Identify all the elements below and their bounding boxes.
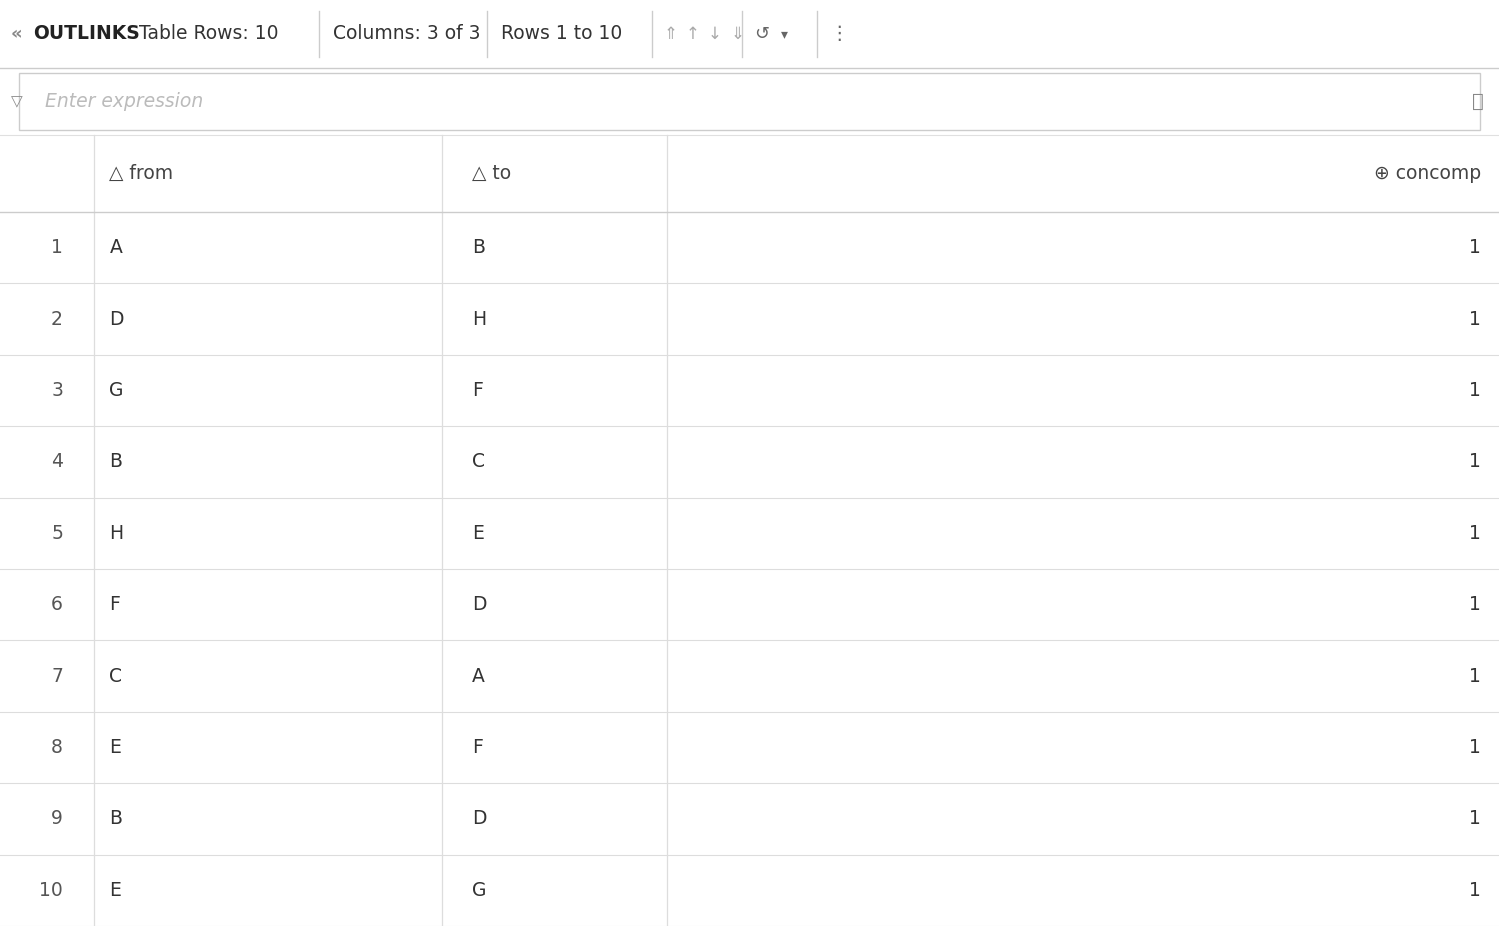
Text: ▾: ▾ — [781, 27, 787, 41]
Text: 9: 9 — [51, 809, 63, 829]
Text: OUTLINKS: OUTLINKS — [33, 24, 139, 44]
Text: H: H — [472, 309, 486, 329]
Text: 3: 3 — [51, 381, 63, 400]
Text: C: C — [109, 667, 123, 685]
Text: 1: 1 — [1469, 809, 1481, 829]
Text: 1: 1 — [51, 238, 63, 257]
Text: 1: 1 — [1469, 595, 1481, 614]
Text: 8: 8 — [51, 738, 63, 757]
Text: E: E — [109, 881, 121, 900]
Text: 5: 5 — [51, 524, 63, 543]
Text: B: B — [109, 453, 123, 471]
Text: Columns: 3 of 3: Columns: 3 of 3 — [333, 24, 480, 44]
Text: E: E — [109, 738, 121, 757]
Text: 1: 1 — [1469, 309, 1481, 329]
Text: △ to: △ to — [472, 164, 511, 183]
Text: 2: 2 — [51, 309, 63, 329]
Text: 6: 6 — [51, 595, 63, 614]
Text: △ from: △ from — [109, 164, 174, 183]
Text: ⇑: ⇑ — [663, 25, 678, 43]
Text: Table Rows: 10: Table Rows: 10 — [139, 24, 279, 44]
Text: B: B — [472, 238, 486, 257]
Text: ⊕ concomp: ⊕ concomp — [1375, 164, 1481, 183]
Text: Enter expression: Enter expression — [45, 92, 204, 111]
Text: D: D — [109, 309, 124, 329]
Text: F: F — [472, 738, 483, 757]
FancyBboxPatch shape — [19, 73, 1480, 130]
Text: 1: 1 — [1469, 453, 1481, 471]
Text: 1: 1 — [1469, 738, 1481, 757]
Text: ⌕: ⌕ — [1472, 92, 1484, 111]
Text: ↑: ↑ — [685, 25, 700, 43]
Text: B: B — [109, 809, 123, 829]
Text: ⋮: ⋮ — [829, 24, 850, 44]
Bar — [0, 0, 1499, 68]
Text: 1: 1 — [1469, 238, 1481, 257]
Text: «: « — [10, 25, 22, 43]
Text: 1: 1 — [1469, 381, 1481, 400]
Text: 4: 4 — [51, 453, 63, 471]
Text: 7: 7 — [51, 667, 63, 685]
Text: F: F — [472, 381, 483, 400]
Text: 1: 1 — [1469, 881, 1481, 900]
Text: C: C — [472, 453, 486, 471]
Text: ⇓: ⇓ — [730, 25, 745, 43]
Text: E: E — [472, 524, 484, 543]
Text: 10: 10 — [39, 881, 63, 900]
Text: 1: 1 — [1469, 524, 1481, 543]
Text: ↺: ↺ — [754, 25, 769, 43]
Text: Rows 1 to 10: Rows 1 to 10 — [501, 24, 622, 44]
Text: D: D — [472, 595, 487, 614]
Text: F: F — [109, 595, 120, 614]
Text: ▽: ▽ — [10, 94, 22, 109]
Text: A: A — [472, 667, 486, 685]
Text: G: G — [109, 381, 124, 400]
Text: A: A — [109, 238, 123, 257]
Text: 1: 1 — [1469, 667, 1481, 685]
Text: G: G — [472, 881, 487, 900]
Text: D: D — [472, 809, 487, 829]
Text: H: H — [109, 524, 123, 543]
Text: ↓: ↓ — [708, 25, 723, 43]
